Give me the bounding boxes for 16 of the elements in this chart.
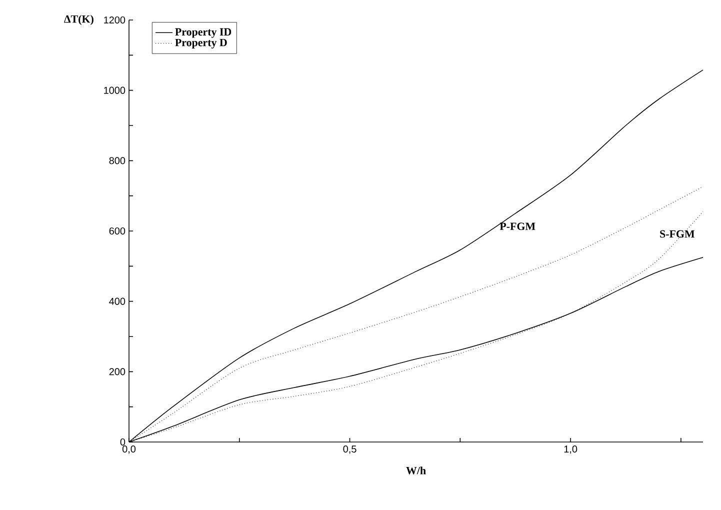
- y-tick-label: 400: [109, 298, 126, 305]
- y-tick-label: 800: [109, 157, 126, 164]
- y-axis-title: ΔT(K): [64, 15, 94, 25]
- x-axis-title: W/h: [406, 466, 426, 474]
- y-tick-label: 200: [109, 368, 126, 376]
- x-tick-label: 0,5: [343, 446, 356, 454]
- y-tick-label: 600: [109, 227, 126, 235]
- legend-label: Property D: [175, 38, 227, 48]
- y-tick-label: 0: [120, 438, 126, 446]
- x-tick-label: 0,0: [122, 446, 136, 454]
- legend-label: Property ID: [175, 28, 232, 38]
- x-tick-label: 1,0: [564, 446, 578, 454]
- y-tick-label: 1200: [104, 16, 126, 24]
- y-tick-label: 1000: [104, 86, 126, 94]
- annotation: P-FGM: [500, 222, 536, 230]
- annotation: S-FGM: [660, 230, 695, 238]
